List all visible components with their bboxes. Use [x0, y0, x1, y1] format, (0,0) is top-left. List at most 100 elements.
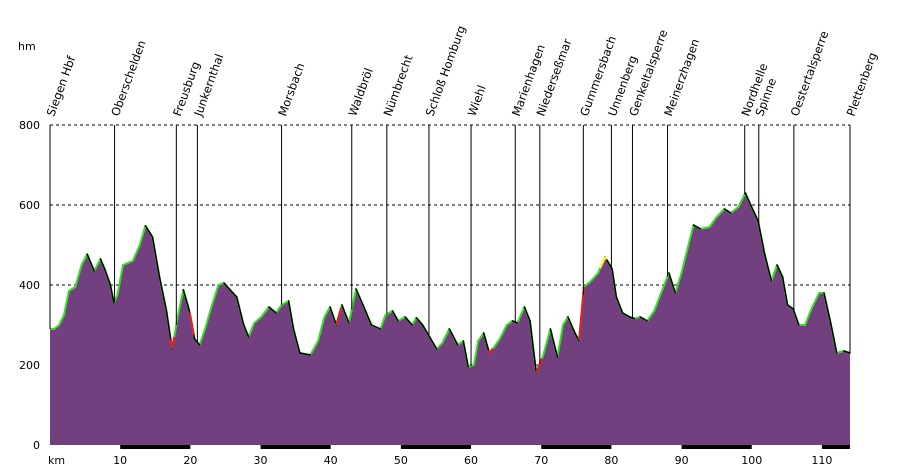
scale-bar-segment — [821, 445, 850, 449]
steep-segment-red — [577, 286, 586, 341]
descent-segment — [362, 304, 373, 326]
steep-segment-red — [335, 307, 343, 326]
descent-segment — [428, 336, 438, 350]
descent-segment — [482, 332, 491, 354]
descent-segment — [615, 296, 624, 314]
x-tick-90: 90 — [675, 454, 689, 467]
descent-segment — [182, 289, 190, 310]
descent-segment — [757, 220, 766, 254]
elevation-fill — [50, 193, 850, 445]
x-tick-30: 30 — [254, 454, 268, 467]
descent-segment — [792, 308, 800, 326]
descent-segment — [103, 268, 112, 286]
descent-segment — [287, 300, 295, 330]
descent-segment — [151, 236, 161, 278]
scale-bar-segment — [400, 445, 472, 449]
place-label: Schloß Homburg — [423, 24, 469, 118]
x-tick-100: 100 — [741, 454, 762, 467]
descent-segment — [230, 290, 238, 298]
steep-segment-yellow — [599, 255, 608, 269]
descent-segment — [86, 253, 95, 272]
scale-bar-segment — [120, 445, 191, 449]
steep-segment-red — [535, 358, 543, 374]
descent-segment — [391, 310, 399, 322]
descent-segment — [268, 306, 277, 314]
descent-segment — [723, 208, 732, 214]
y-tick-800: 800 — [19, 119, 40, 132]
descent-segment — [621, 312, 631, 318]
place-label: Nümbrecht — [381, 53, 416, 118]
place-label: Oberschelden — [108, 38, 148, 118]
place-labels: Siegen Hbf Oberschelden FreusburgJunkernth… — [44, 24, 880, 119]
descent-segment — [567, 316, 576, 334]
x-tick-40: 40 — [324, 454, 338, 467]
steep-segment-red — [188, 312, 195, 336]
descent-segment — [830, 324, 838, 354]
x-tick-50: 50 — [394, 454, 408, 467]
x-tick-labels: 10 20 30 40 50 60 70 80 90 100 110 — [113, 454, 832, 467]
place-label: Morsbach — [275, 61, 307, 118]
x-axis-label: km — [48, 454, 65, 467]
descent-segment — [235, 296, 245, 326]
y-tick-200: 200 — [19, 359, 40, 372]
descent-segment — [242, 324, 250, 338]
place-label: Meinerzhagen — [661, 37, 702, 118]
descent-segment — [415, 317, 424, 326]
y-axis-label: hm — [18, 40, 36, 53]
descent-segment — [786, 304, 794, 310]
descent-segment — [292, 328, 301, 354]
steep-segment-red — [169, 336, 176, 350]
x-tick-70: 70 — [534, 454, 548, 467]
descent-segment — [611, 268, 618, 298]
steep-segment-red — [487, 348, 494, 356]
descent-segment — [744, 192, 754, 210]
scale-bar-segment — [681, 445, 752, 449]
descent-segment — [763, 252, 773, 282]
descent-segment — [842, 350, 851, 354]
descent-segment — [144, 225, 154, 238]
descent-segment — [639, 316, 648, 322]
descent-segment — [299, 352, 312, 356]
place-label: Siegen Hbf — [44, 53, 79, 118]
place-label: Wiehl — [465, 83, 489, 118]
descent-segment — [329, 306, 338, 326]
y-tick-400: 400 — [19, 279, 40, 292]
descent-segment — [448, 328, 459, 346]
scale-bar-segment — [541, 445, 612, 449]
place-label: Oestertalsperre — [788, 29, 832, 118]
descent-segment — [529, 320, 538, 374]
descent-segment — [341, 304, 350, 324]
descent-segment — [109, 284, 115, 304]
place-label: Waldbröl — [345, 66, 375, 118]
descent-segment — [370, 324, 382, 330]
descent-segment — [158, 276, 168, 312]
descent-segment — [523, 306, 531, 322]
y-tick-0: 0 — [33, 439, 40, 452]
descent-segment — [823, 292, 832, 326]
descent-segment — [404, 316, 413, 326]
place-markers — [49, 125, 851, 366]
x-tick-10: 10 — [113, 454, 127, 467]
descent-segment — [692, 224, 702, 230]
x-tick-60: 60 — [464, 454, 478, 467]
descent-segment — [355, 288, 364, 306]
scale-bar-segment — [260, 445, 331, 449]
km-scale-bar — [50, 445, 850, 449]
place-label: Plettenberg — [844, 50, 880, 118]
descent-segment — [781, 276, 789, 306]
x-tick-20: 20 — [183, 454, 197, 467]
descent-segment — [99, 258, 106, 270]
y-tick-600: 600 — [19, 199, 40, 212]
descent-segment — [549, 328, 559, 358]
descent-segment — [421, 324, 431, 338]
x-tick-110: 110 — [811, 454, 832, 467]
elevation-area — [50, 192, 851, 445]
descent-segment — [462, 340, 469, 368]
y-tick-labels: 0 200 400 600 800 — [19, 119, 40, 452]
descent-segment — [776, 264, 784, 278]
descent-segment — [751, 208, 759, 222]
descent-segment — [223, 282, 232, 292]
descent-segment — [668, 272, 677, 294]
x-tick-80: 80 — [604, 454, 618, 467]
